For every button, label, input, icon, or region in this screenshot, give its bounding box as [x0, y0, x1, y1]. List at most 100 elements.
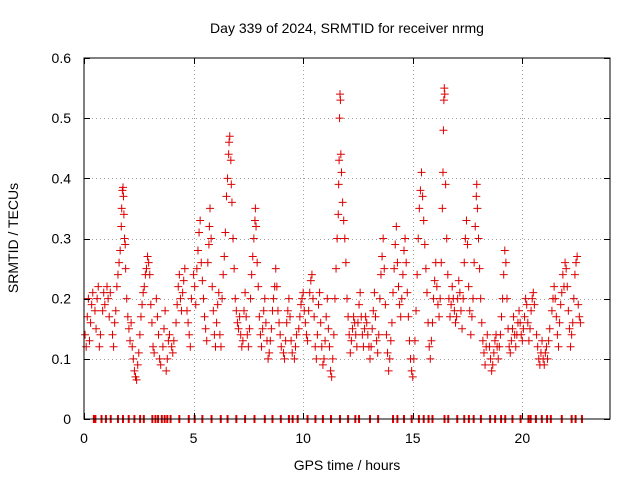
data-point	[303, 336, 312, 345]
data-point	[454, 276, 463, 285]
data-point	[249, 234, 258, 243]
data-point	[385, 354, 394, 363]
data-point	[119, 210, 128, 219]
data-point	[129, 354, 138, 363]
data-point	[232, 306, 241, 315]
data-point	[227, 180, 236, 189]
data-point	[254, 282, 263, 291]
data-point	[287, 336, 296, 345]
y-tick-label: 0.1	[52, 351, 72, 367]
data-point	[486, 354, 495, 363]
data-point	[335, 114, 344, 123]
data-point	[360, 324, 369, 333]
data-point	[128, 342, 137, 351]
data-point	[574, 300, 583, 309]
data-point	[438, 204, 447, 213]
data-point	[472, 180, 481, 189]
data-point	[138, 300, 147, 309]
x-tick-label: 15	[405, 430, 421, 446]
data-point	[121, 240, 130, 249]
data-point	[245, 324, 254, 333]
data-point	[403, 288, 412, 297]
data-point	[501, 258, 510, 267]
data-point	[565, 324, 574, 333]
data-point	[119, 183, 128, 192]
data-point	[416, 186, 425, 195]
data-point	[561, 258, 570, 267]
data-point	[234, 324, 243, 333]
data-point	[291, 342, 300, 351]
data-point	[200, 312, 209, 321]
data-point	[206, 204, 215, 213]
data-point	[563, 282, 572, 291]
data-point	[314, 300, 323, 309]
data-point	[414, 234, 423, 243]
data-point	[554, 342, 563, 351]
data-point	[136, 312, 145, 321]
data-point	[522, 300, 531, 309]
data-point	[461, 234, 470, 243]
data-point	[337, 168, 346, 177]
data-point	[336, 150, 345, 159]
data-point	[295, 312, 304, 321]
data-point	[384, 366, 393, 375]
data-point	[116, 246, 125, 255]
data-point	[242, 312, 251, 321]
y-tick-label: 0.5	[52, 110, 72, 126]
data-point	[470, 258, 479, 267]
data-point	[419, 216, 428, 225]
data-point	[250, 216, 259, 225]
data-point	[542, 342, 551, 351]
data-point	[96, 330, 105, 339]
data-point	[485, 342, 494, 351]
data-point	[323, 294, 332, 303]
data-point	[390, 264, 399, 273]
data-point	[456, 306, 465, 315]
data-point	[471, 222, 480, 231]
data-point	[122, 294, 131, 303]
data-point	[339, 216, 348, 225]
data-point	[257, 342, 266, 351]
data-point	[452, 312, 461, 321]
data-point	[301, 318, 310, 327]
data-point	[557, 288, 566, 297]
data-point	[543, 354, 552, 363]
data-point	[451, 318, 460, 327]
data-point	[553, 330, 562, 339]
data-point	[135, 330, 144, 339]
data-point	[310, 312, 319, 321]
data-point	[412, 306, 421, 315]
x-tick-label: 5	[190, 430, 198, 446]
data-point	[410, 336, 419, 345]
data-point	[544, 336, 553, 345]
data-point	[367, 342, 376, 351]
data-point	[174, 282, 183, 291]
data-point	[109, 342, 118, 351]
data-point	[393, 258, 402, 267]
data-point	[183, 306, 192, 315]
data-point	[288, 348, 297, 357]
data-point	[362, 318, 371, 327]
data-point	[399, 246, 408, 255]
data-point	[369, 306, 378, 315]
data-point	[317, 342, 326, 351]
data-point	[203, 258, 212, 267]
data-point	[334, 180, 343, 189]
plot-frame	[83, 57, 611, 420]
data-point	[472, 192, 481, 201]
data-point	[94, 282, 103, 291]
data-point	[507, 336, 516, 345]
data-point	[214, 288, 223, 297]
data-point	[475, 264, 484, 273]
data-point	[330, 294, 339, 303]
data-point	[212, 318, 221, 327]
data-point	[476, 294, 485, 303]
data-point	[570, 270, 579, 279]
data-point	[231, 294, 240, 303]
data-point	[244, 342, 253, 351]
data-point	[437, 258, 446, 267]
data-point	[509, 312, 518, 321]
data-point	[474, 234, 483, 243]
data-point	[154, 330, 163, 339]
data-point	[162, 366, 171, 375]
